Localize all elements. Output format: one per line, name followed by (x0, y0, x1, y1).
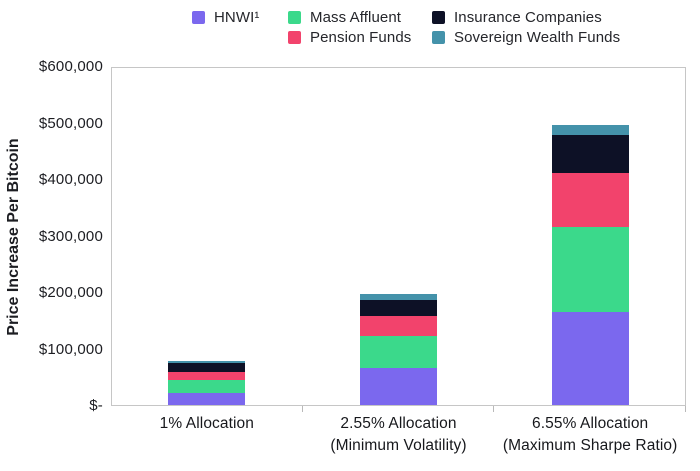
legend-label-insurance-companies: Insurance Companies (454, 9, 602, 26)
legend-item-insurance-companies: Insurance Companies (432, 8, 632, 27)
legend-item-sovereign-wealth-funds: Sovereign Wealth Funds (432, 28, 632, 47)
x-axis-tick (301, 406, 303, 412)
bar-segment (360, 335, 437, 369)
legend-item-pension-funds: Pension Funds (288, 28, 432, 47)
y-tick-label: $400,000 (38, 171, 103, 188)
bar-segment (551, 173, 629, 228)
y-tick-label: $600,000 (38, 58, 103, 75)
legend-label-hnwi: HNWI¹ (214, 9, 260, 26)
chart-legend: HNWI¹ Mass Affluent Pension Funds Insura… (192, 8, 632, 47)
y-tick-label: $500,000 (38, 114, 103, 132)
bar-segment (168, 362, 246, 372)
x-category-label: 1% Allocation (159, 415, 255, 432)
legend-swatch-hnwi (192, 11, 205, 24)
stacked-bar-1 (168, 360, 246, 405)
bar-segment (168, 392, 246, 405)
legend-item-mass-affluent: Mass Affluent (288, 8, 432, 27)
legend-column: Insurance Companies Sovereign Wealth Fun… (432, 8, 632, 47)
legend-label-pension-funds: Pension Funds (310, 29, 412, 46)
stacked-bar-2 (360, 294, 437, 405)
bar-segment (360, 299, 437, 316)
y-tick-label: $300,000 (38, 227, 103, 245)
x-axis-tick (493, 406, 495, 412)
bar-segment (168, 360, 246, 363)
bar-segment (360, 294, 437, 300)
legend-swatch-pension-funds (288, 31, 301, 44)
bar-segment (360, 315, 437, 336)
bar-segment (551, 124, 629, 135)
plot-area (111, 67, 686, 406)
bar-segment (168, 380, 246, 393)
legend-label-mass-affluent: Mass Affluent (310, 9, 402, 26)
bar-segment (360, 368, 437, 405)
legend-label-sovereign-wealth-funds: Sovereign Wealth Funds (454, 29, 621, 46)
y-tick-label: $200,000 (38, 284, 103, 301)
y-tick-label: $100,000 (38, 340, 103, 358)
legend-swatch-sovereign-wealth-funds (432, 31, 445, 44)
y-tick-label: $- (89, 397, 103, 414)
bar-segment (168, 371, 246, 381)
legend-column: HNWI¹ (192, 8, 288, 47)
bar-segment (551, 227, 629, 312)
x-axis-tick (685, 406, 686, 412)
legend-item-hnwi: HNWI¹ (192, 8, 288, 27)
legend-swatch-insurance-companies (432, 11, 445, 24)
legend-column: Mass Affluent Pension Funds (288, 8, 432, 47)
x-category-label: 6.55% Allocation (Maximum Sharpe Ratio) (502, 415, 678, 454)
stacked-bar-3 (551, 124, 629, 405)
legend-swatch-mass-affluent (288, 11, 301, 24)
x-category-label: 2.55% Allocation (Minimum Volatility) (330, 415, 467, 454)
bar-segment (551, 311, 629, 405)
bar-segment (551, 134, 629, 174)
